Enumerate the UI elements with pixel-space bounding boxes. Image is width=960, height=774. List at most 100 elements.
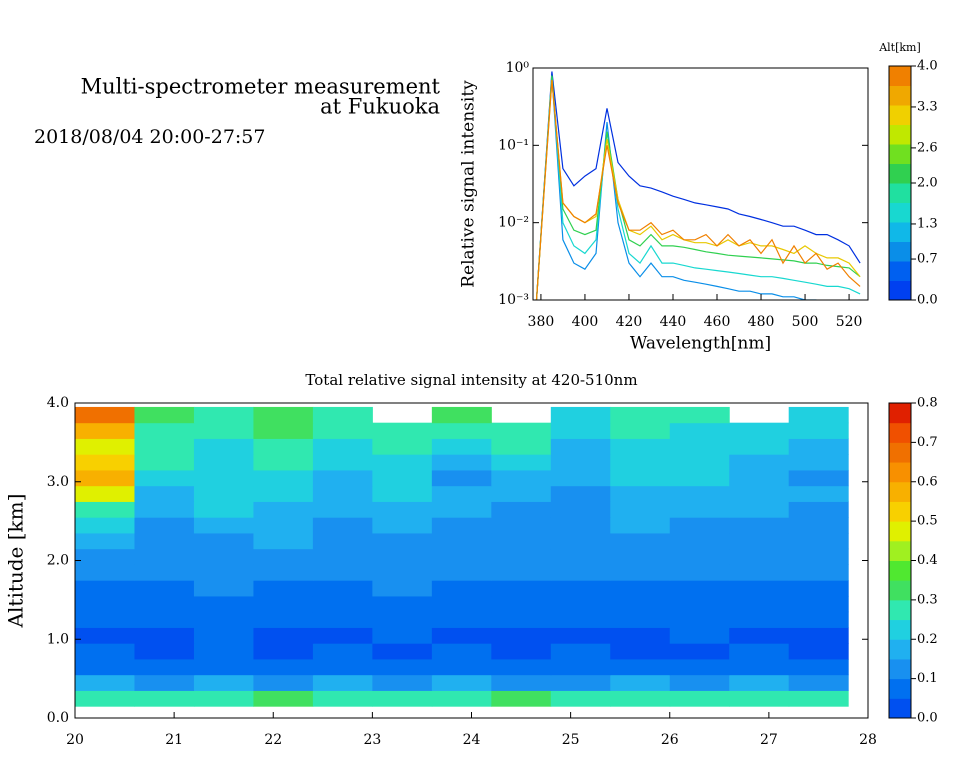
heatmap-cell	[491, 485, 552, 502]
heatmap-cell	[372, 595, 433, 613]
colorbar-band	[889, 501, 911, 522]
colorbar-band	[889, 560, 911, 581]
heatmap-cell	[669, 564, 730, 581]
colorbar-band	[889, 183, 911, 203]
heatmap-cell	[431, 469, 492, 487]
heatmap-cell	[193, 564, 254, 581]
heatmap-cell	[729, 517, 790, 534]
heatmap-cell	[729, 422, 790, 439]
heatmap-cell	[550, 611, 611, 628]
heatmap-cell	[491, 469, 552, 487]
heatmap-cell	[550, 422, 611, 439]
heatmap-cell	[134, 674, 195, 691]
heatmap-cell	[193, 580, 254, 597]
colorbar-band	[889, 241, 911, 262]
heatmap-cell	[312, 580, 373, 597]
colorbar-band	[889, 639, 911, 660]
colorbar-band	[889, 442, 911, 463]
heatmap-cell	[431, 658, 492, 676]
heatmap-cell	[193, 438, 254, 455]
x-tick-label: 25	[562, 732, 580, 748]
heatmap-cell	[610, 564, 671, 581]
heatmap-cell	[788, 469, 849, 487]
plot-lines	[535, 71, 861, 300]
heatmap-cell	[669, 454, 730, 471]
heatmap-cell	[253, 580, 314, 597]
spectrum-line	[535, 79, 861, 300]
heatmap-cell	[729, 532, 790, 550]
heatmap-cell	[669, 438, 730, 455]
colorbar-band	[889, 403, 911, 424]
heatmap-cell	[729, 438, 790, 455]
heatmap-cell	[75, 595, 135, 613]
heatmap-cell	[491, 422, 552, 439]
y-tick-label: 2.0	[47, 553, 69, 569]
heatmap-cell	[610, 627, 671, 644]
heatmap-cell	[491, 595, 552, 613]
heatmap-cell	[729, 485, 790, 502]
heatmap-cell	[729, 501, 790, 518]
colorbar-band	[889, 462, 911, 483]
heatmap-cell	[550, 406, 611, 424]
heatmap-cell	[788, 438, 849, 455]
heatmap-cell	[253, 485, 314, 502]
heatmap-cell	[134, 422, 195, 439]
heatmap-cell	[788, 406, 849, 424]
heatmap-cell	[729, 627, 790, 644]
colorbar-band	[889, 619, 911, 640]
colorbar-band	[889, 540, 911, 561]
heatmap-cell	[550, 469, 611, 487]
heatmap-cell	[372, 501, 433, 518]
heatmap-cell	[75, 564, 135, 581]
y-tick-label: 3.0	[47, 474, 69, 490]
heatmap-cell	[253, 422, 314, 439]
heatmap-cell	[75, 454, 135, 471]
heatmap-cell	[669, 532, 730, 550]
heatmap-cell	[491, 501, 552, 518]
heatmap-cell	[550, 674, 611, 691]
heatmap-cell	[193, 658, 254, 676]
heatmap-cell	[372, 690, 433, 707]
heatmap-cell	[372, 469, 433, 487]
heatmap-cell	[788, 595, 849, 613]
heatmap-cell	[312, 517, 373, 534]
heatmap-cell	[372, 454, 433, 471]
heatmap-cell	[669, 595, 730, 613]
x-tick-label: 22	[264, 732, 282, 748]
heatmap-cell	[372, 611, 433, 628]
heatmap-cell	[431, 485, 492, 502]
heatmap-cell	[431, 454, 492, 471]
colorbar-band	[889, 261, 911, 281]
heatmap-cell	[788, 501, 849, 518]
heatmap-cell	[729, 595, 790, 613]
title-line: at Fukuoka	[320, 95, 440, 119]
heatmap-cell	[729, 564, 790, 581]
colorbar-band	[889, 658, 911, 680]
colorbar-band	[889, 678, 911, 699]
heatmap-chart: 20 21 22 23 24 25 26 27 28 0.0 1.0 2.0 3.0 4.0 Total r…	[4, 371, 938, 748]
colorbar-band	[889, 280, 911, 301]
colorbar-label: 0.6	[917, 474, 938, 489]
heatmap-cell	[134, 595, 195, 613]
heatmap-cell	[788, 454, 849, 471]
colorbar-band	[889, 105, 911, 125]
heatmap-cell	[75, 469, 135, 487]
heatmap-cell	[134, 643, 195, 660]
heatmap-cell	[134, 627, 195, 644]
heatmap-cell	[431, 611, 492, 628]
spectrum-line	[535, 71, 861, 300]
heatmap-cell	[610, 517, 671, 534]
chart-title: Total relative signal intensity at 420-5…	[305, 371, 637, 389]
heatmap-cell	[550, 690, 611, 707]
heatmap-cell	[75, 658, 135, 676]
heatmap-cell	[253, 674, 314, 691]
heatmap-cell	[550, 564, 611, 581]
spectrum-line	[535, 79, 861, 300]
heatmap-cell	[491, 454, 552, 471]
heatmap-cell	[372, 517, 433, 534]
heatmap-cell	[729, 690, 790, 707]
heatmap-cell	[134, 580, 195, 597]
colorbar-title: Alt[km]	[878, 41, 921, 54]
colorbar-label: 2.0	[917, 176, 938, 191]
